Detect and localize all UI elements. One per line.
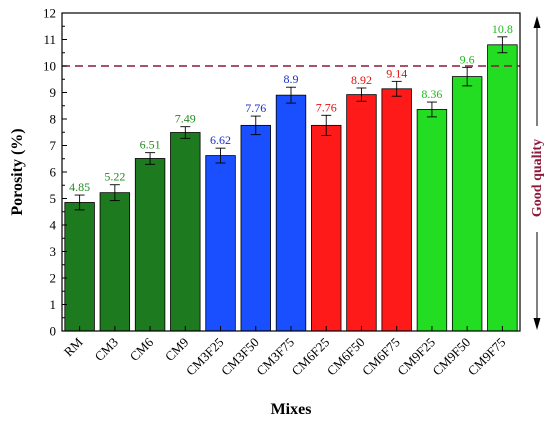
y-tick-label: 8 [50, 112, 57, 127]
value-label-cm3f75: 8.9 [284, 72, 299, 86]
x-tick-label-cm9: CM9 [162, 335, 192, 365]
value-label-cm9f25: 8.36 [421, 87, 442, 101]
error-bars-layer [74, 36, 508, 211]
value-labels-layer: 4.85 5.22 6.51 7.49 6.62 7.76 8.9 7.76 8.92 9.14 8… [69, 22, 513, 194]
bar-cm3f75 [275, 94, 307, 332]
y-tick-label: 1 [50, 297, 57, 312]
bar-cm3f25 [205, 155, 236, 332]
value-label-cm3f25: 6.62 [210, 133, 231, 147]
x-tick-label-cm3: CM3 [91, 335, 121, 365]
x-tick-label-cm3f25: CM3F25 [183, 335, 227, 379]
bar-cm6f75 [381, 88, 412, 332]
bar-cm3 [99, 192, 131, 332]
value-label-cm9f50: 9.6 [460, 52, 475, 66]
value-label-cm9f75: 10.8 [492, 22, 513, 36]
bar-rm [64, 202, 95, 332]
bar-cm6f50 [346, 94, 377, 332]
y-tick-label: 2 [50, 271, 57, 286]
value-label-cm6f25: 7.76 [316, 100, 337, 114]
bar-cm3f50 [240, 124, 271, 332]
x-tick-label-cm6f25: CM6F25 [289, 335, 333, 379]
x-tick-label-cm3f50: CM3F50 [218, 335, 262, 379]
y-tick-label: 12 [43, 6, 56, 21]
x-tick-label-cm6f75: CM6F75 [359, 335, 403, 379]
bar-cm9f50 [451, 76, 483, 332]
y-tick-label: 3 [50, 244, 57, 259]
x-tick-label-cm9f25: CM9F25 [394, 335, 438, 379]
y-tick-label: 9 [50, 85, 57, 100]
good-quality-label: Good quality [530, 139, 545, 217]
good-quality-annotation: Good quality [530, 16, 545, 330]
y-tick-label: 10 [43, 59, 56, 74]
x-tick-label-cm9f50: CM9F50 [429, 335, 473, 379]
x-axis-title: Mixes [271, 401, 312, 418]
x-tick-label-cm3f75: CM3F75 [253, 335, 297, 379]
x-tick-label-cm6: CM6 [127, 334, 157, 364]
x-tick-label-cm6f50: CM6F50 [324, 335, 368, 379]
value-label-cm3f50: 7.76 [245, 101, 266, 115]
y-axis-title: Porosity (%) [9, 128, 26, 215]
bar-cm6 [134, 158, 166, 332]
y-tick-label: 0 [50, 324, 57, 339]
value-label-cm9: 7.49 [175, 112, 196, 126]
x-tick-label-rm: RM [61, 334, 86, 359]
bar-cm9f25 [416, 109, 448, 332]
value-label-cm6f50: 8.92 [351, 73, 372, 87]
bar-cm6f25 [311, 124, 342, 332]
y-tick-label: 11 [43, 32, 56, 47]
y-tick-label: 7 [50, 138, 57, 153]
y-tick-label: 5 [50, 191, 57, 206]
y-tick-label: 4 [50, 218, 57, 233]
value-label-cm3: 5.22 [104, 170, 125, 184]
arrow-down-head-icon [533, 318, 541, 330]
x-axis-ticks: RM CM3 CM6 CM9CM3F25CM3F50CM3F75CM6F25CM6F5… [61, 326, 509, 378]
bar-cm9f75 [487, 44, 518, 332]
value-label-cm6f75: 9.14 [386, 66, 407, 80]
bars-layer [64, 44, 518, 332]
bar-cm9 [170, 132, 201, 332]
value-label-cm6: 6.51 [140, 138, 161, 152]
x-tick-label-cm9f75: CM9F75 [465, 335, 509, 379]
value-label-rm: 4.85 [69, 180, 90, 194]
y-tick-label: 6 [50, 165, 57, 180]
arrow-up-head-icon [533, 16, 541, 28]
